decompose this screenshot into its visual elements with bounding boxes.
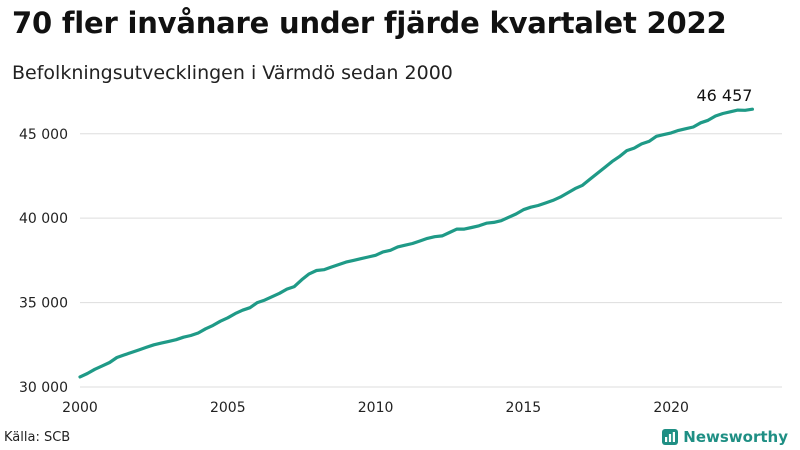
y-tick-label: 35 000 [19, 296, 68, 312]
chart-subtitle: Befolkningsutvecklingen i Värmdö sedan 2… [12, 62, 453, 84]
source-note: Källa: SCB [4, 430, 71, 445]
brand-logo[interactable]: Newsworthy [662, 428, 788, 446]
x-tick-label: 2015 [506, 400, 542, 416]
data-label-layer: 46 457 [696, 86, 752, 105]
end-value-label: 46 457 [696, 86, 752, 105]
y-axis-ticks: 30 000 35 000 40 000 45 000 [19, 127, 68, 396]
chart-title: 70 fler invånare under fjärde kvartalet … [12, 6, 727, 40]
series-layer [78, 107, 755, 379]
x-tick-label: 2005 [210, 400, 246, 416]
x-tick-label: 2000 [62, 400, 98, 416]
y-tick-label: 45 000 [19, 127, 68, 143]
y-tick-label: 40 000 [19, 211, 68, 227]
x-tick-label: 2010 [358, 400, 394, 416]
y-tick-label: 30 000 [19, 380, 68, 396]
series-line [78, 107, 755, 379]
x-axis-ticks: 2000 2005 2010 2015 2020 [62, 400, 689, 416]
grid-lines [80, 133, 782, 388]
x-tick-label: 2020 [653, 400, 689, 416]
bar-chart-logo-icon [662, 429, 679, 445]
brand-name: Newsworthy [683, 428, 788, 446]
